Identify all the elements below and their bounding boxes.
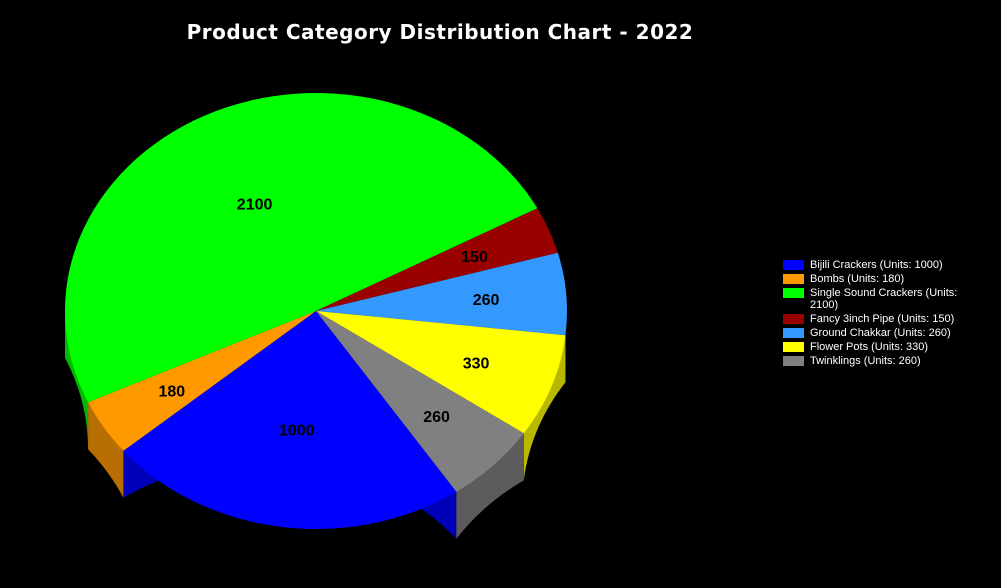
legend-swatch [783, 328, 804, 338]
pie-slice-bijili-crackers[interactable] [123, 311, 457, 529]
legend-label: Twinklings (Units: 260) [810, 355, 921, 367]
data-label-twinklings: 260 [423, 409, 450, 426]
legend-swatch [783, 314, 804, 324]
data-label-flower-pots: 330 [463, 355, 490, 372]
legend-swatch [783, 260, 804, 270]
data-label-bombs: 180 [158, 383, 185, 400]
data-label-fancy-3inch-pipe: 150 [461, 249, 488, 266]
legend-label: Bombs (Units: 180) [810, 273, 905, 285]
pie-slice-ground-chakkar[interactable] [316, 252, 567, 336]
legend-label: Ground Chakkar (Units: 260) [810, 327, 951, 339]
pie-slice-twinklings[interactable] [316, 311, 524, 492]
pie-slices [64, 92, 567, 529]
legend-item-twinklings[interactable]: Twinklings (Units: 260) [783, 355, 973, 367]
legend-item-single-sound-crackers[interactable]: Single Sound Crackers (Units: 2100) [783, 287, 973, 311]
pie-slice-fancy-3inch-pipe[interactable] [316, 208, 558, 311]
pie-side-bombs [88, 402, 124, 498]
chart-title: Product Category Distribution Chart - 20… [186, 20, 694, 44]
legend-item-fancy-3inch-pipe[interactable]: Fancy 3inch Pipe (Units: 150) [783, 313, 973, 325]
data-label-ground-chakkar: 260 [473, 292, 500, 309]
legend-item-bombs[interactable]: Bombs (Units: 180) [783, 273, 973, 285]
pie-slice-flower-pots[interactable] [316, 311, 566, 434]
legend-label: Single Sound Crackers (Units: 2100) [810, 287, 958, 311]
legend: Bijili Crackers (Units: 1000) Bombs (Unit… [783, 259, 973, 369]
legend-label: Flower Pots (Units: 330) [810, 341, 928, 353]
data-label-bijili-crackers: 1000 [279, 423, 315, 440]
data-label-single-sound-crackers: 2100 [237, 197, 273, 214]
legend-item-bijili-crackers[interactable]: Bijili Crackers (Units: 1000) [783, 259, 973, 271]
legend-swatch [783, 274, 804, 284]
legend-item-ground-chakkar[interactable]: Ground Chakkar (Units: 260) [783, 327, 973, 339]
pie-data-labels: 1000 180 2100 150 260 330 260 [158, 197, 499, 440]
legend-swatch [783, 288, 804, 298]
legend-label: Bijili Crackers (Units: 1000) [810, 259, 943, 271]
pie-slice-bombs[interactable] [88, 311, 316, 451]
pie-slice-single-sound-crackers[interactable] [64, 92, 538, 403]
pie-side-twinklings [456, 433, 524, 539]
legend-item-flower-pots[interactable]: Flower Pots (Units: 330) [783, 341, 973, 353]
legend-label: Fancy 3inch Pipe (Units: 150) [810, 313, 955, 325]
legend-swatch [783, 356, 804, 366]
legend-swatch [783, 342, 804, 352]
